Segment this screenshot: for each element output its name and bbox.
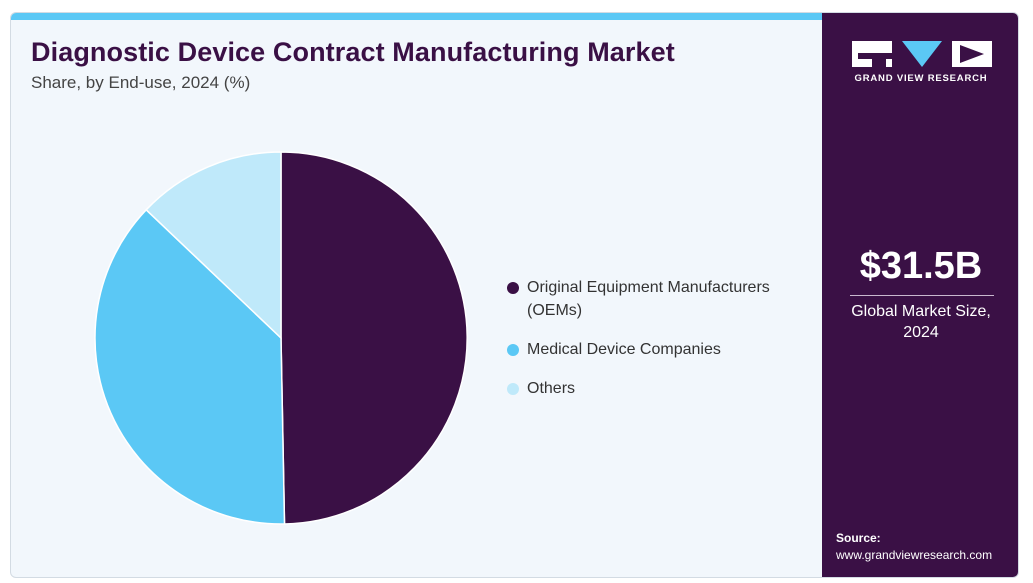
legend-item-others: Others [507, 377, 807, 400]
pie-slice-oems [280, 151, 468, 525]
pie-slice-others [145, 151, 282, 340]
source-label: Source: [836, 531, 881, 545]
market-size-value: $31.5B [859, 245, 983, 287]
legend-label-others: Others [527, 380, 576, 397]
pie-slice-medical-device-companies [94, 208, 286, 525]
pie-chart [94, 151, 468, 525]
chart-card: Diagnostic Device Contract Manufacturing… [10, 12, 1019, 578]
market-size-label: Global Market Size, 2024 [851, 303, 991, 341]
info-sidebar: GRAND VIEW RESEARCH $31.5B Global Market… [822, 13, 1018, 577]
legend-swatch-medical-device-companies [507, 344, 519, 356]
source-url: www.grandviewresearch.com [836, 548, 993, 562]
chart-subtitle: Share, by End-use, 2024 (%) [31, 73, 251, 92]
legend-label-oems: Original Equipment Manufacturers (OEMs) [527, 279, 770, 319]
accent-bar [11, 13, 823, 20]
legend-item-medical-device-companies: Medical Device Companies [507, 338, 807, 361]
divider [850, 295, 994, 296]
chart-legend: Original Equipment Manufacturers (OEMs) … [507, 276, 807, 400]
brand-name: GRAND VIEW RESEARCH [854, 73, 988, 84]
legend-swatch-oems [507, 282, 519, 294]
legend-item-oems: Original Equipment Manufacturers (OEMs) [507, 276, 807, 322]
legend-label-medical-device-companies: Medical Device Companies [527, 341, 721, 358]
brand-logo-icon [852, 41, 992, 67]
chart-title: Diagnostic Device Contract Manufacturing… [31, 37, 675, 67]
legend-swatch-others [507, 383, 519, 395]
